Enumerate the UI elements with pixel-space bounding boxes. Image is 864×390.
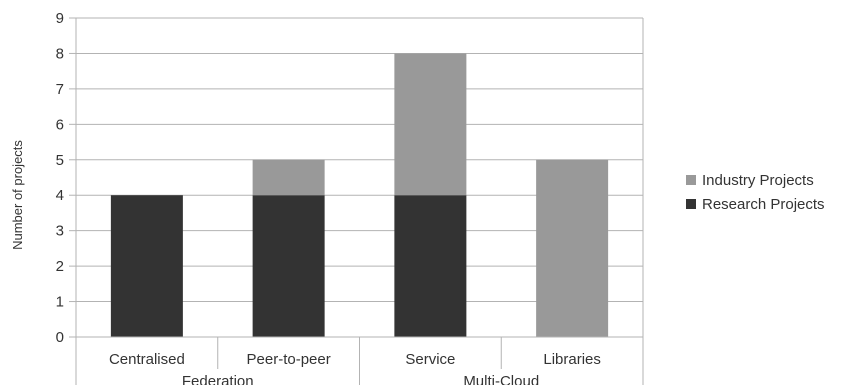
y-tick-label-7: 7: [56, 81, 64, 98]
group-label-multi-cloud: Multi-Cloud: [463, 373, 539, 385]
y-tick-label-9: 9: [56, 10, 64, 27]
y-tick-label-6: 6: [56, 116, 64, 133]
y-tick-label-5: 5: [56, 152, 64, 169]
legend-label-industry-projects: Industry Projects: [702, 172, 814, 189]
x-tick-label-centralised: Centralised: [109, 351, 185, 368]
axes: [69, 17, 644, 385]
bar-industry-projects-service: [394, 53, 467, 196]
y-tick-label-1: 1: [56, 294, 64, 311]
bar-research-projects-peer-to-peer: [252, 195, 325, 337]
bar-industry-projects-peer-to-peer: [252, 159, 325, 196]
legend: Industry Projects Research Projects: [686, 172, 825, 213]
y-tick-label-3: 3: [56, 223, 64, 240]
bar-research-projects-centralised: [110, 195, 183, 337]
x-tick-label-peer-to-peer: Peer-to-peer: [247, 351, 331, 368]
legend-swatch-industry-projects: [686, 175, 696, 185]
x-tick-label-libraries: Libraries: [543, 351, 601, 368]
y-tick-label-8: 8: [56, 45, 64, 62]
bar-research-projects-service: [394, 195, 467, 337]
x-tick-label-service: Service: [405, 351, 455, 368]
y-tick-label-2: 2: [56, 258, 64, 275]
bars: [110, 53, 609, 337]
bar-industry-projects-libraries: [536, 159, 609, 337]
legend-label-research-projects: Research Projects: [702, 196, 825, 213]
group-label-federation: Federation: [182, 373, 254, 385]
y-axis-label: Number of projects: [10, 140, 25, 250]
y-tick-label-0: 0: [56, 329, 64, 346]
y-tick-label-4: 4: [56, 187, 64, 204]
legend-swatch-research-projects: [686, 199, 696, 209]
